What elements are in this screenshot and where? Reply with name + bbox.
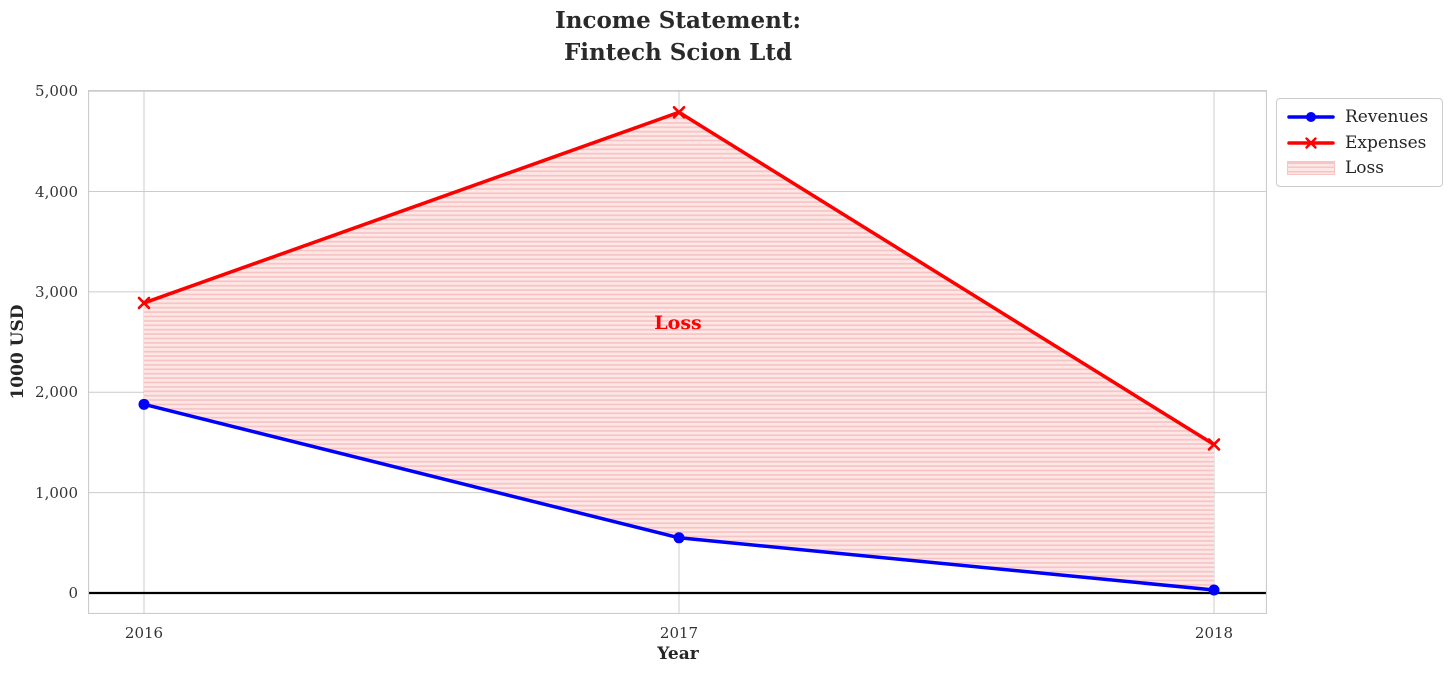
legend-label-revenues: Revenues — [1345, 107, 1429, 127]
x-tick-label: 2018 — [1194, 624, 1234, 642]
x-tick-label: 2017 — [659, 624, 699, 642]
data-point-expenses — [1207, 438, 1221, 451]
data-point-revenues — [138, 398, 150, 410]
y-tick-label: 2,000 — [35, 383, 78, 402]
data-point-revenues — [1208, 584, 1220, 596]
legend-item-loss: Loss — [1287, 156, 1434, 180]
legend-label-loss: Loss — [1345, 158, 1384, 178]
chart-title: Income Statement: Fintech Scion Ltd — [0, 5, 1356, 69]
legend-label-expenses: Expenses — [1345, 132, 1427, 153]
data-point-expenses — [672, 105, 686, 119]
chart-title-line2: Fintech Scion Ltd — [563, 39, 793, 66]
legend-item-expenses: Expenses — [1287, 131, 1434, 155]
data-point-expenses — [137, 296, 151, 310]
chart-title-line1: Income Statement: — [554, 7, 801, 34]
y-tick-label: 0 — [68, 584, 78, 602]
data-point-revenues — [673, 532, 685, 544]
y-tick-label: 3,000 — [35, 282, 78, 301]
y-tick-label: 1,000 — [35, 483, 78, 502]
revenues-line-icon — [1287, 109, 1335, 125]
y-tick-label: 4,000 — [35, 182, 78, 201]
x-tick-label: 2016 — [124, 624, 164, 642]
plot-area — [88, 90, 1267, 614]
legend: Revenues Expenses Loss — [1276, 98, 1443, 187]
plot-border — [88, 90, 1267, 614]
loss-fill-region — [144, 112, 1214, 590]
loss-patch-icon — [1287, 160, 1335, 176]
expenses-line-icon — [1287, 135, 1335, 151]
loss-annotation: Loss — [654, 312, 702, 334]
legend-item-revenues: Revenues — [1287, 105, 1434, 129]
x-axis-label: Year — [657, 644, 699, 664]
y-tick-label: 5,000 — [35, 82, 78, 101]
